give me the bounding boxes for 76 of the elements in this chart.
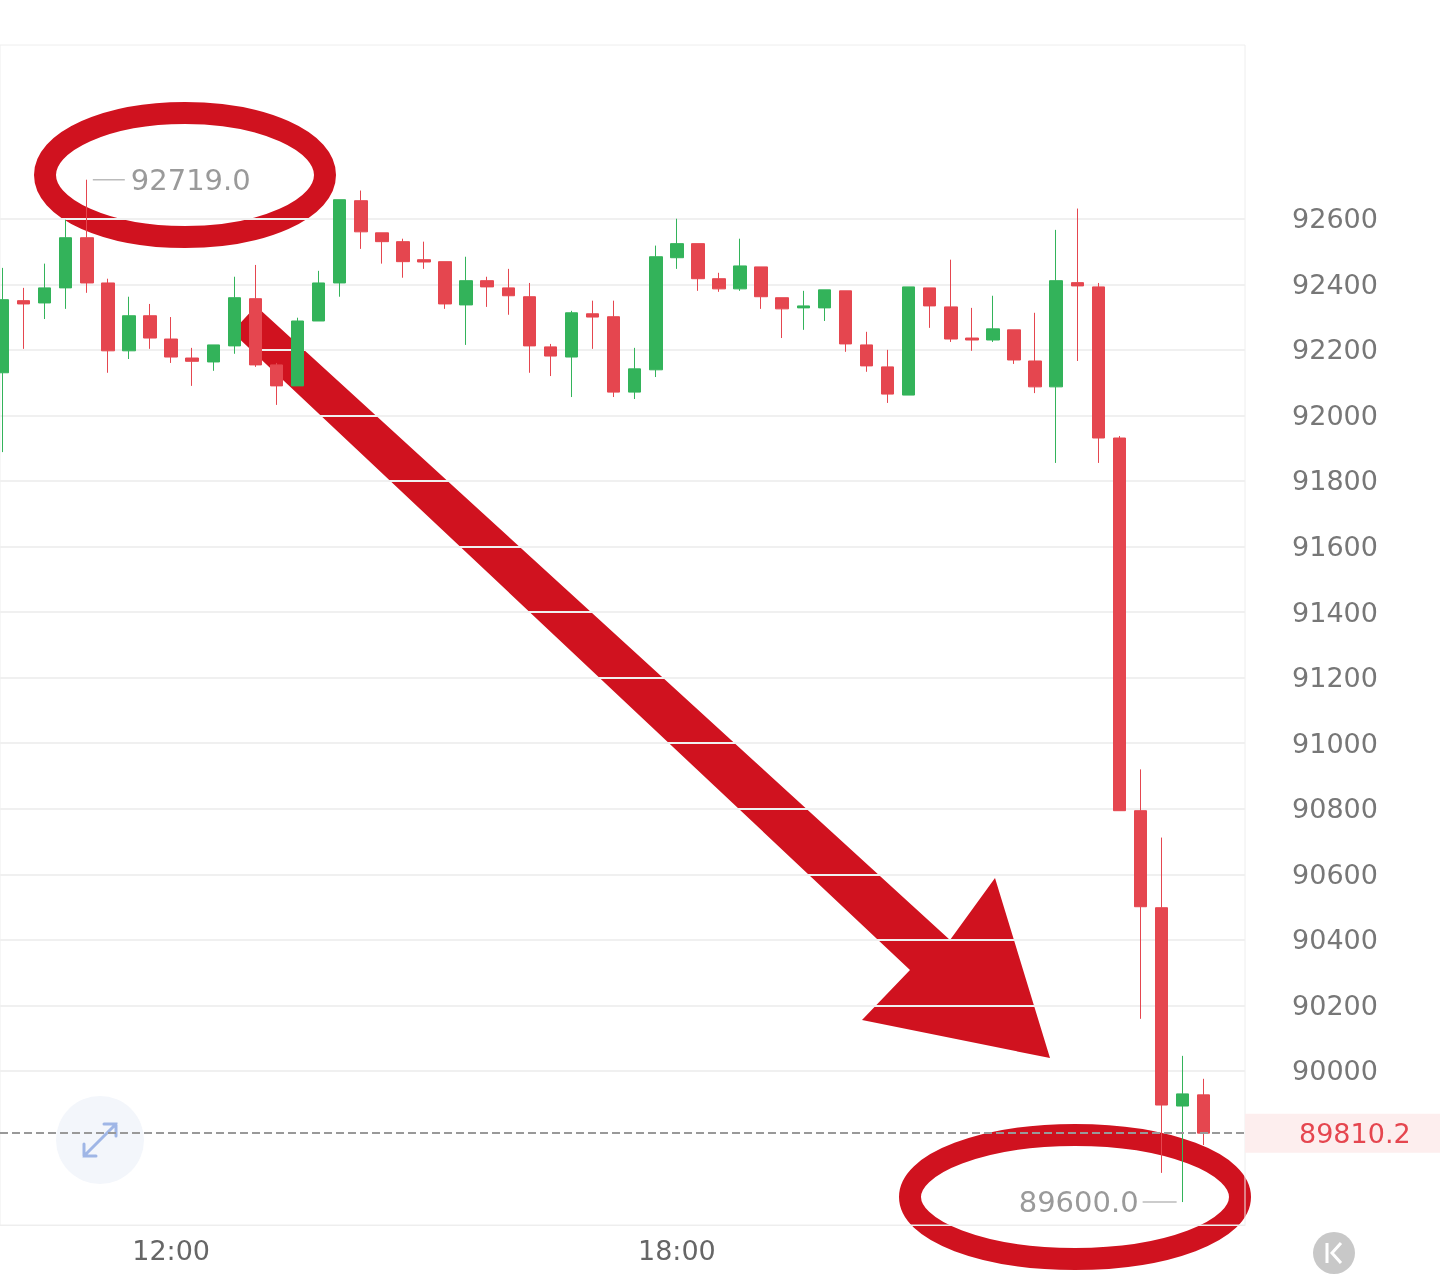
candlestick xyxy=(965,307,979,352)
candlestick xyxy=(607,300,620,398)
y-tick-label: 90800 xyxy=(1292,793,1378,825)
y-tick-label: 90400 xyxy=(1292,924,1378,956)
candlestick xyxy=(544,343,557,377)
candlestick xyxy=(754,266,768,310)
candlestick xyxy=(122,296,136,360)
candlestick xyxy=(396,238,410,279)
candlestick xyxy=(459,256,473,346)
candlestick xyxy=(775,297,789,339)
candlestick xyxy=(354,190,368,250)
candlestick xyxy=(944,259,958,343)
candlestick xyxy=(1197,1078,1210,1146)
candlestick xyxy=(1155,837,1168,1174)
candlestick xyxy=(565,310,578,398)
candlestick xyxy=(164,316,178,364)
candlestick xyxy=(1028,312,1042,394)
y-tick-label: 90000 xyxy=(1292,1055,1378,1087)
candlestick xyxy=(17,287,30,350)
candlestick xyxy=(38,263,51,320)
y-tick-label: 90600 xyxy=(1292,858,1378,890)
y-tick-label: 91600 xyxy=(1292,531,1378,562)
y-tick-label: 91000 xyxy=(1292,727,1378,759)
candlestick xyxy=(101,278,115,374)
candlestick xyxy=(860,331,873,373)
y-tick-label: 92200 xyxy=(1292,334,1378,366)
candlestick xyxy=(1113,435,1126,812)
candlestick xyxy=(670,218,684,270)
candlestick xyxy=(839,290,852,353)
candlestick xyxy=(375,232,389,265)
candlestick xyxy=(691,243,705,292)
candlestick xyxy=(523,282,536,374)
candlestick xyxy=(502,268,515,316)
candlestick xyxy=(417,241,431,270)
y-tick-label: 91200 xyxy=(1292,662,1378,694)
candlestick xyxy=(270,362,283,406)
candlestick xyxy=(733,238,747,292)
candlestick xyxy=(291,317,304,387)
y-tick-label: 90200 xyxy=(1292,989,1378,1021)
candlestick xyxy=(712,272,726,293)
annotation: 89600.0 xyxy=(1018,1185,1139,1220)
candlestick xyxy=(1176,1055,1189,1203)
candlestick xyxy=(881,349,894,404)
candlestick xyxy=(586,300,599,350)
candlestick xyxy=(438,261,452,310)
candlestick xyxy=(185,347,199,387)
candlestick xyxy=(333,199,346,298)
candlestick xyxy=(1134,768,1147,1020)
y-tick-label: 92000 xyxy=(1292,399,1378,431)
candlestick xyxy=(249,264,262,368)
y-tick-label: 91400 xyxy=(1292,596,1378,628)
candlestick xyxy=(797,290,810,331)
x-tick-label: 18:00 xyxy=(637,1235,716,1266)
candlestick xyxy=(649,245,663,378)
candlestick xyxy=(628,347,641,400)
candlestick xyxy=(986,295,1000,343)
y-tick-label: 91800 xyxy=(1292,465,1378,497)
ref-line-label: 89810.2 xyxy=(1299,1117,1411,1149)
y-tick-label: 92600 xyxy=(1292,203,1378,235)
candlestick xyxy=(902,286,915,396)
y-tick-label: 92400 xyxy=(1292,268,1378,300)
x-tick-label: 12:00 xyxy=(132,1235,211,1266)
candlestick xyxy=(80,179,94,294)
candlestick xyxy=(818,289,831,322)
candlestick xyxy=(143,303,157,350)
candlestick xyxy=(1092,282,1105,464)
candlestick xyxy=(480,276,494,308)
annotation: 92719.0 xyxy=(130,162,251,197)
candlestick xyxy=(1007,329,1021,365)
candlestick xyxy=(207,344,220,372)
candlestick xyxy=(228,276,241,355)
candlestick xyxy=(1071,208,1084,362)
candlestick xyxy=(59,219,72,310)
candlestick xyxy=(923,287,936,329)
candlestick xyxy=(312,270,325,322)
candlestick xyxy=(1049,229,1063,464)
